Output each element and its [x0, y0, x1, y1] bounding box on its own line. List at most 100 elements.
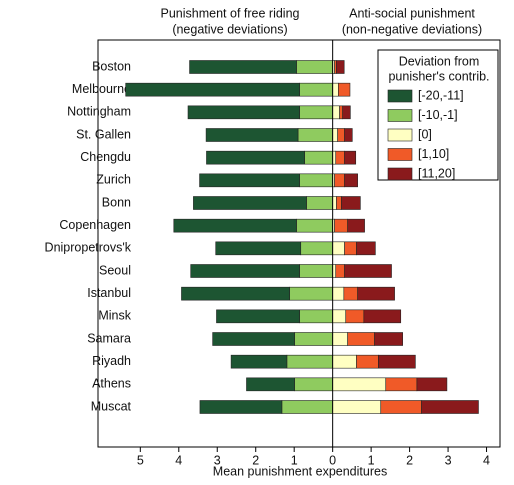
x-tick-label: 3: [445, 453, 452, 467]
legend-title: Deviation from: [399, 54, 480, 68]
bar-segment: [332, 332, 348, 346]
bar-segment: [344, 264, 392, 278]
bar-segment: [299, 173, 333, 188]
bar-segment: [299, 105, 333, 120]
bar-segment: [363, 309, 402, 324]
bar-segment: [344, 150, 357, 165]
category-label: Bonn: [102, 195, 131, 209]
bar-segment: [212, 332, 295, 346]
category-label: Nottingham: [67, 105, 131, 119]
category-label: Chengdu: [80, 150, 131, 164]
bar-segment: [230, 354, 288, 369]
bar-segment: [345, 309, 365, 324]
bar-segment: [347, 218, 365, 233]
bar-segment: [341, 196, 361, 210]
bar-segment: [332, 105, 340, 120]
bar-segment: [199, 173, 300, 188]
bar-segment: [304, 150, 333, 165]
bar-segment: [416, 377, 448, 392]
bar-segment: [385, 377, 418, 392]
legend-swatch: [387, 109, 413, 122]
legend-swatch: [387, 128, 413, 142]
bar-segment: [335, 150, 345, 165]
bar-segment: [296, 218, 333, 233]
bar-segment: [189, 60, 297, 74]
bar-segment: [374, 332, 403, 346]
bar-segment: [334, 218, 348, 233]
bar-segment: [332, 309, 347, 324]
bar-segment: [187, 105, 300, 120]
bar-segment: [335, 264, 345, 278]
bar-segment: [338, 82, 351, 97]
bar-segment: [339, 105, 343, 120]
bar-segment: [294, 377, 333, 392]
legend-title: punisher's contrib.: [388, 69, 489, 83]
bar-segment: [344, 128, 353, 142]
bar-segment: [125, 82, 300, 97]
bar-segment: [421, 400, 479, 414]
category-label: Zurich: [96, 173, 131, 187]
bar-segment: [299, 82, 333, 97]
header-right: Anti-social punishment: [349, 6, 475, 20]
header-right: (non-negative deviations): [342, 22, 482, 36]
bar-segment: [199, 400, 283, 414]
x-tick-label: 2: [252, 453, 259, 467]
legend-label: [1,10]: [418, 147, 449, 161]
bar-segment: [281, 400, 333, 414]
bar-segment: [344, 241, 357, 256]
bar-segment: [306, 196, 333, 210]
x-axis-label: Mean punishment expenditures: [213, 464, 387, 478]
bar-segment: [193, 196, 307, 210]
bar-segment: [380, 400, 422, 414]
x-tick-label: 5: [137, 453, 144, 467]
category-label: Copenhagen: [59, 218, 131, 232]
bar-segment: [334, 173, 345, 188]
x-tick-label: 4: [483, 453, 490, 467]
bar-segment: [332, 196, 337, 210]
x-tick-label: 2: [406, 453, 413, 467]
bar-segment: [332, 128, 338, 142]
bar-segment: [356, 241, 376, 256]
bar-segment: [332, 241, 345, 256]
bar-segment: [332, 400, 382, 414]
bar-segment: [286, 354, 333, 369]
bar-segment: [299, 264, 333, 278]
bar-segment: [332, 354, 357, 369]
bar-segment: [299, 309, 333, 324]
x-tick-label: 0: [329, 453, 336, 467]
header-left: (negative deviations): [172, 22, 287, 36]
category-label: Melbourne: [72, 82, 131, 96]
bar-segment: [357, 286, 395, 301]
legend-label: [11,20]: [418, 166, 455, 180]
bar-segment: [337, 128, 345, 142]
x-tick-label: 1: [368, 453, 375, 467]
category-label: Samara: [87, 331, 131, 345]
legend-label: [-10,-1]: [418, 108, 458, 122]
category-label: Istanbul: [87, 286, 131, 300]
legend-swatch: [387, 148, 413, 161]
bar-segment: [343, 286, 358, 301]
category-label: St. Gallen: [76, 127, 131, 141]
x-tick-label: 3: [214, 453, 221, 467]
bar-segment: [342, 105, 351, 120]
header-left: Punishment of free riding: [161, 6, 300, 20]
bar-segment: [336, 196, 342, 210]
legend-swatch: [387, 89, 413, 103]
bar-segment: [216, 309, 300, 324]
x-tick-label: 4: [175, 453, 182, 467]
bar-segment: [344, 173, 358, 188]
legend-swatch: [387, 167, 413, 181]
bar-segment: [294, 332, 333, 346]
bar-segment: [300, 241, 333, 256]
category-label: Muscat: [91, 399, 132, 413]
bar-segment: [332, 82, 339, 97]
bar-segment: [173, 218, 297, 233]
bar-segment: [332, 377, 387, 392]
bar-segment: [289, 286, 333, 301]
bar-segment: [378, 354, 416, 369]
category-label: Dnipropetrovs'k: [45, 241, 132, 255]
plot-frame: [97, 39, 501, 448]
bar-segment: [190, 264, 300, 278]
bar-segment: [347, 332, 375, 346]
